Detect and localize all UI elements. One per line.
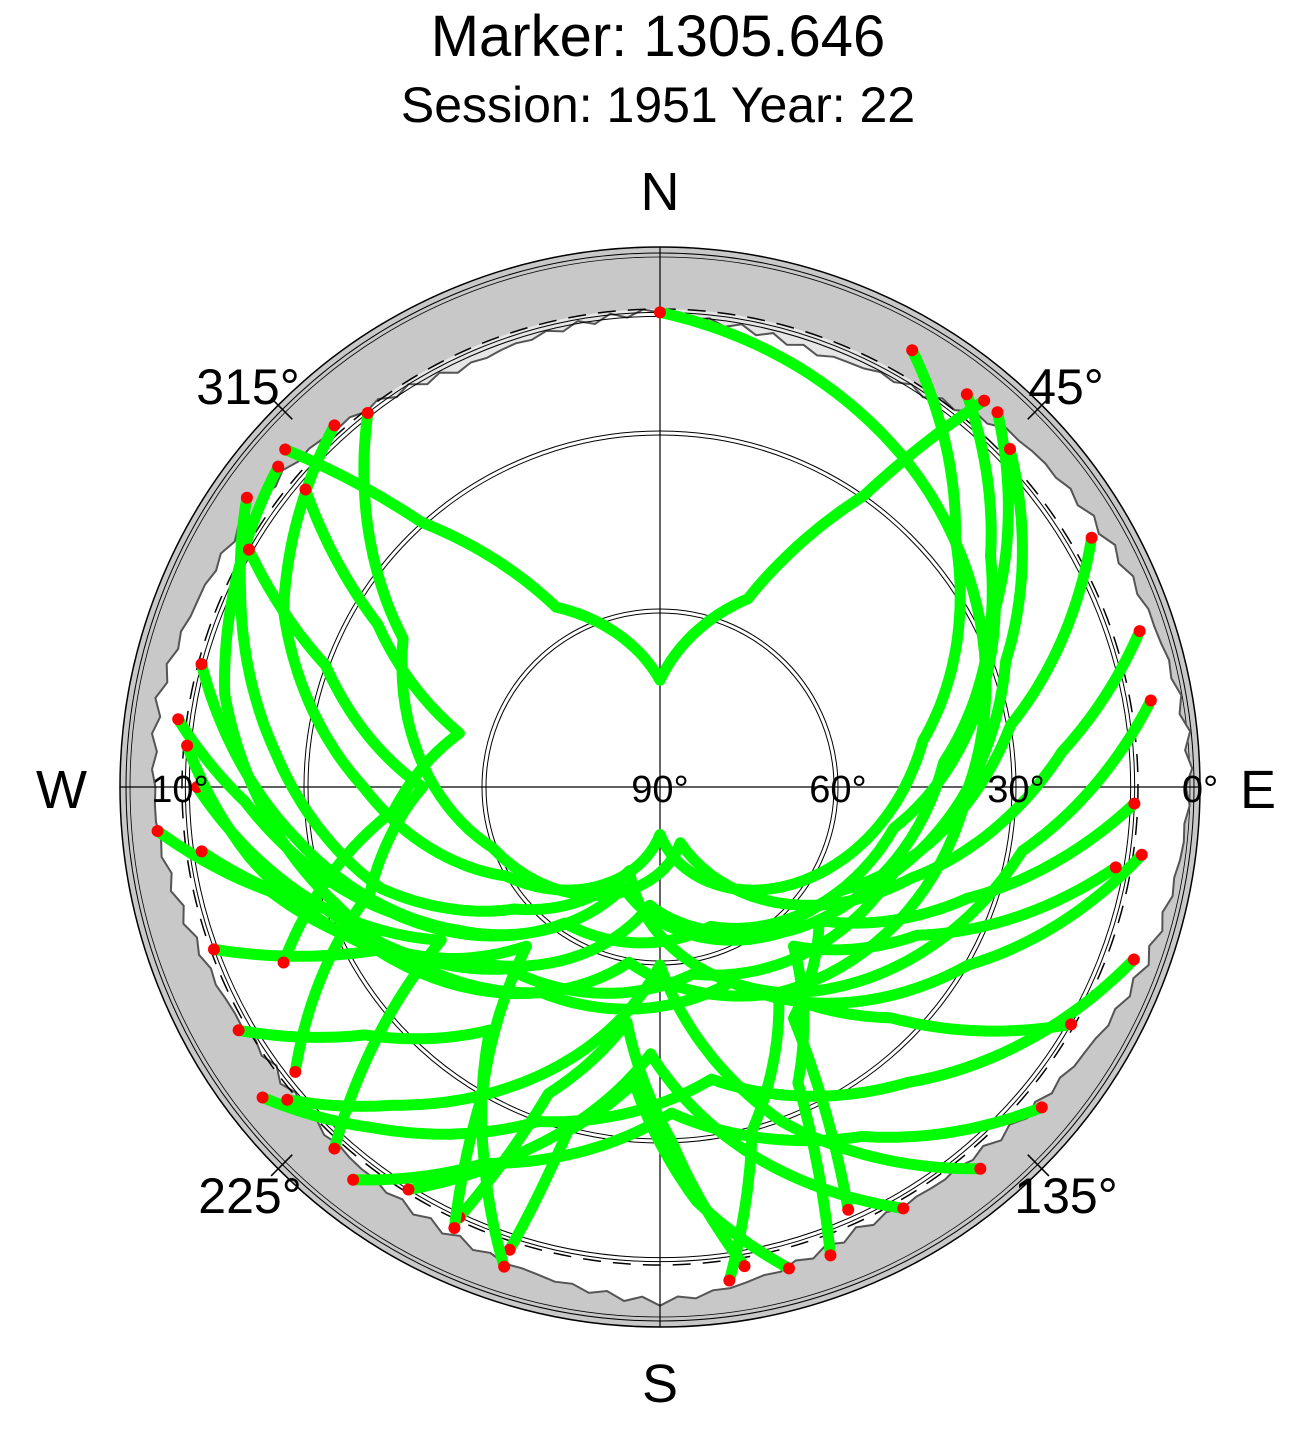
satellite-track-4	[172, 406, 1014, 949]
track-22-end-point	[328, 1142, 341, 1155]
track-18-end-point	[824, 1249, 837, 1262]
satellite-track-2	[278, 344, 966, 896]
track-20-start-point	[232, 1024, 245, 1037]
track-4-start-point	[991, 406, 1004, 419]
satellite-track-16	[453, 1016, 750, 1272]
track-12-start-point	[897, 1202, 910, 1215]
track-19-start-point	[1128, 797, 1141, 810]
azimuth-label-315: 315°	[196, 359, 299, 415]
track-24-start-point	[299, 483, 312, 496]
azimuth-label-135: 135°	[1014, 1168, 1117, 1224]
track-3-end-point	[195, 658, 208, 671]
skyplot-background	[119, 246, 1201, 1328]
track-10-start-point	[1127, 953, 1140, 966]
chart-subtitle: Session: 1951 Year: 22	[400, 77, 916, 133]
track-21-start-point	[207, 943, 220, 956]
elevation-label-60: 60°	[809, 769, 866, 811]
track-7-start-point	[1133, 625, 1146, 638]
satellite-track-11	[347, 1101, 1048, 1186]
track-10-end-point	[256, 1091, 269, 1104]
azimuth-tick-135	[1027, 1154, 1050, 1177]
elevation-label-0: 0°	[1182, 769, 1218, 811]
track-14-end-point	[281, 1093, 294, 1106]
track-6-start-point	[1085, 531, 1098, 544]
satellite-track-7	[358, 407, 1146, 911]
track-15-end-point	[503, 1243, 516, 1256]
elevation-label-90: 90°	[631, 769, 688, 811]
azimuth-label-225: 225°	[198, 1168, 301, 1224]
compass-west: W	[36, 760, 87, 820]
satellite-track-15	[504, 1077, 795, 1274]
track-17-end-point	[723, 1274, 736, 1287]
azimuth-label-45: 45°	[1028, 359, 1104, 415]
elevation-label-30: 30°	[987, 769, 1044, 811]
track-21-end-point	[448, 1221, 461, 1234]
compass-north: N	[641, 162, 680, 222]
satellite-track-8	[181, 695, 1157, 1002]
satellite-track-21	[208, 940, 532, 1234]
compass-south: S	[642, 1354, 678, 1414]
satellite-track-12	[403, 1048, 909, 1214]
track-1-end-point	[240, 491, 253, 504]
satellite-track-19	[788, 798, 1140, 1216]
satellite-track-1	[234, 306, 992, 998]
track-5-start-point	[1003, 443, 1016, 456]
track-16-start-point	[738, 1260, 751, 1273]
satellite-track-22	[196, 845, 447, 1155]
track-19-end-point	[842, 1203, 855, 1216]
track-8-end-point	[181, 739, 194, 752]
satellite-track-13	[279, 395, 990, 686]
azimuth-tick-45	[1027, 397, 1050, 420]
track-7-end-point	[361, 406, 374, 419]
satellite-track-18	[788, 861, 1122, 1261]
track-15-start-point	[782, 1262, 795, 1275]
track-11-end-point	[347, 1173, 360, 1186]
track-1-start-point	[654, 306, 666, 319]
azimuth-tick-315	[270, 397, 293, 420]
track-9-start-point	[1135, 848, 1148, 861]
track-6-end-point	[151, 824, 164, 837]
track-11-start-point	[1035, 1101, 1048, 1114]
track-13-end-point	[279, 443, 292, 456]
elevation-label-10: 10°	[151, 769, 208, 811]
azimuth-tick-225	[270, 1154, 293, 1177]
track-8-start-point	[1144, 694, 1157, 707]
track-4-end-point	[172, 713, 185, 726]
track-18-start-point	[1109, 861, 1122, 874]
track-14-start-point	[974, 1162, 987, 1175]
satellite-track-23	[243, 544, 429, 1078]
track-9-end-point	[272, 460, 285, 473]
track-2-start-point	[906, 344, 919, 357]
compass-east: E	[1240, 760, 1276, 820]
satellite-track-9	[219, 461, 1148, 1015]
track-20-end-point	[498, 1260, 511, 1273]
satellite-track-17	[723, 987, 1077, 1286]
track-23-start-point	[242, 543, 255, 556]
track-13-start-point	[978, 394, 991, 407]
track-3-start-point	[960, 388, 973, 401]
satellite-track-24	[278, 484, 465, 968]
track-23-end-point	[289, 1065, 302, 1078]
track-22-start-point	[195, 845, 208, 858]
chart-title: Marker: 1305.646	[430, 4, 886, 69]
track-12-end-point	[402, 1183, 415, 1196]
satellite-tracks	[151, 306, 1157, 1287]
track-2-end-point	[328, 419, 341, 432]
satellite-track-10	[257, 954, 1140, 1140]
track-24-end-point	[277, 956, 290, 969]
track-17-start-point	[1065, 1018, 1078, 1031]
